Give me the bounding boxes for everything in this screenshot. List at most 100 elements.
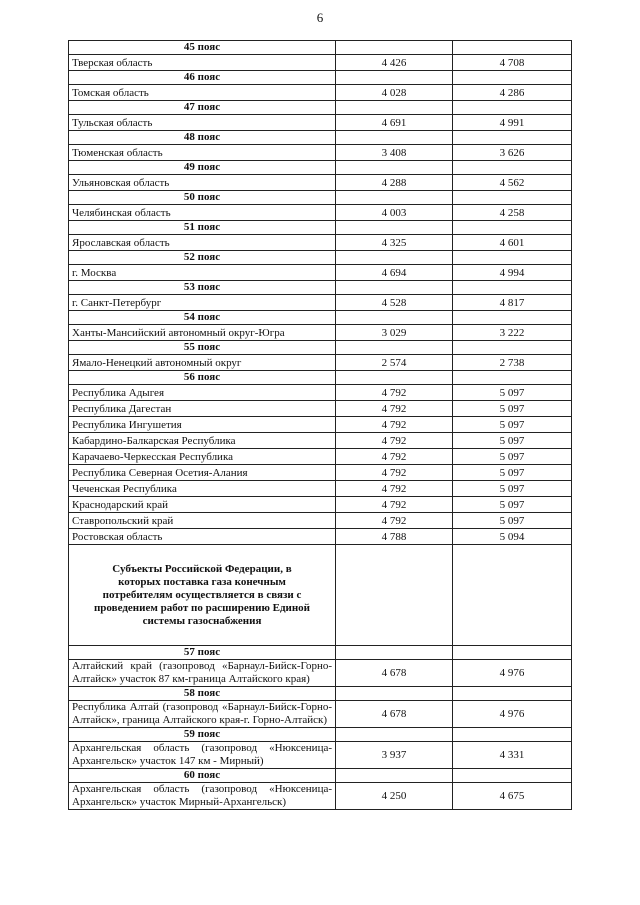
region-row: Ямало-Ненецкий автономный округ 2 574 2 73…: [68, 354, 572, 371]
zone-row: 60 пояс: [68, 768, 572, 783]
price-cell: 4 792: [335, 480, 453, 497]
region-row: Архангельская область (газопровод «Нюксе…: [68, 782, 572, 810]
region-row: Чеченская Республика 4 792 5 097: [68, 480, 572, 497]
zone-label: 60 пояс: [68, 768, 336, 783]
section-heading: Субъекты Российской Федерации, в которых…: [68, 544, 336, 646]
empty-cell: [335, 370, 453, 385]
zone-label: 59 пояс: [68, 727, 336, 742]
empty-cell: [335, 250, 453, 265]
zone-label: 51 пояс: [68, 220, 336, 235]
price-cell: 4 562: [452, 174, 572, 191]
price-cell: 4 976: [452, 700, 572, 728]
region-name: Ханты-Мансийский автономный округ-Югра: [68, 324, 336, 341]
region-row: Республика Алтай (газопровод «Барнаул-Би…: [68, 700, 572, 728]
region-row: Томская область 4 028 4 286: [68, 84, 572, 101]
empty-cell: [452, 250, 572, 265]
empty-cell: [335, 100, 453, 115]
zone-row: 45 пояс: [68, 40, 572, 55]
price-cell: 2 738: [452, 354, 572, 371]
price-cell: 4 792: [335, 400, 453, 417]
empty-cell: [335, 40, 453, 55]
zone-row: 58 пояс: [68, 686, 572, 701]
empty-cell: [335, 768, 453, 783]
empty-cell: [335, 686, 453, 701]
zone-row: 49 пояс: [68, 160, 572, 175]
price-cell: 3 408: [335, 144, 453, 161]
empty-cell: [452, 686, 572, 701]
price-cell: 4 788: [335, 528, 453, 545]
empty-cell: [335, 220, 453, 235]
region-row: Республика Северная Осетия-Алания 4 792 5 …: [68, 464, 572, 481]
price-cell: 4 691: [335, 114, 453, 131]
price-cell: 4 028: [335, 84, 453, 101]
region-row: Ульяновская область 4 288 4 562: [68, 174, 572, 191]
price-cell: 4 675: [452, 782, 572, 810]
price-cell: 4 003: [335, 204, 453, 221]
zone-label: 46 пояс: [68, 70, 336, 85]
price-cell: 4 991: [452, 114, 572, 131]
price-cell: 4 976: [452, 659, 572, 687]
zone-label: 50 пояс: [68, 190, 336, 205]
zone-label: 52 пояс: [68, 250, 336, 265]
region-name: Архангельская область (газопровод «Нюксе…: [68, 741, 336, 769]
price-cell: 5 097: [452, 448, 572, 465]
region-row: г. Санкт-Петербург 4 528 4 817: [68, 294, 572, 311]
price-cell: 4 792: [335, 432, 453, 449]
region-name: Республика Дагестан: [68, 400, 336, 417]
empty-cell: [452, 645, 572, 660]
price-cell: 4 792: [335, 448, 453, 465]
region-name: Тверская область: [68, 54, 336, 71]
zone-row: 52 пояс: [68, 250, 572, 265]
zone-row: 54 пояс: [68, 310, 572, 325]
empty-cell: [452, 310, 572, 325]
region-name: Томская область: [68, 84, 336, 101]
empty-cell: [452, 70, 572, 85]
zone-label: 58 пояс: [68, 686, 336, 701]
zone-label: 55 пояс: [68, 340, 336, 355]
price-cell: 5 097: [452, 400, 572, 417]
zone-row: 53 пояс: [68, 280, 572, 295]
empty-cell: [452, 727, 572, 742]
price-cell: 5 097: [452, 464, 572, 481]
price-cell: 4 792: [335, 384, 453, 401]
region-name: г. Санкт-Петербург: [68, 294, 336, 311]
price-cell: 4 792: [335, 464, 453, 481]
price-cell: 4 258: [452, 204, 572, 221]
price-cell: 3 222: [452, 324, 572, 341]
region-row: Алтайский край (газопровод «Барнаул-Бийс…: [68, 659, 572, 687]
price-cell: 4 817: [452, 294, 572, 311]
zone-row: 56 пояс: [68, 370, 572, 385]
page-number: 6: [316, 10, 324, 25]
region-row: Тульская область 4 691 4 991: [68, 114, 572, 131]
zone-row: 51 пояс: [68, 220, 572, 235]
region-row: Ярославская область 4 325 4 601: [68, 234, 572, 251]
region-name: Ставропольский край: [68, 512, 336, 529]
tariff-table: 45 пояс Тверская область 4 426 4 708 46 пояс…: [68, 40, 572, 810]
region-row: г. Москва 4 694 4 994: [68, 264, 572, 281]
zone-row: 59 пояс: [68, 727, 572, 742]
empty-cell: [335, 310, 453, 325]
region-row: Республика Дагестан 4 792 5 097: [68, 400, 572, 417]
zone-label: 56 пояс: [68, 370, 336, 385]
region-name: Республика Адыгея: [68, 384, 336, 401]
region-name: Ярославская область: [68, 234, 336, 251]
zone-label: 57 пояс: [68, 645, 336, 660]
price-cell: 4 792: [335, 416, 453, 433]
region-name: Республика Ингушетия: [68, 416, 336, 433]
zone-label: 53 пояс: [68, 280, 336, 295]
price-cell: 4 601: [452, 234, 572, 251]
region-name: Тульская область: [68, 114, 336, 131]
empty-cell: [452, 160, 572, 175]
zone-row: 55 пояс: [68, 340, 572, 355]
price-cell: 3 937: [335, 741, 453, 769]
region-name: Архангельская область (газопровод «Нюксе…: [68, 782, 336, 810]
region-row: Республика Адыгея 4 792 5 097: [68, 384, 572, 401]
region-row: Кабардино-Балкарская Республика 4 792 5 09…: [68, 432, 572, 449]
empty-cell: [335, 160, 453, 175]
region-name: Ростовская область: [68, 528, 336, 545]
empty-cell: [452, 768, 572, 783]
region-name: Краснодарский край: [68, 496, 336, 513]
zone-label: 45 пояс: [68, 40, 336, 55]
empty-cell: [452, 544, 572, 646]
region-name: Кабардино-Балкарская Республика: [68, 432, 336, 449]
